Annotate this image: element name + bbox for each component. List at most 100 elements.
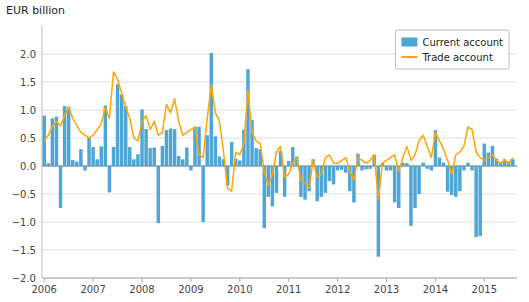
x-tick-label: 2006 <box>31 284 56 295</box>
x-tick <box>484 278 485 282</box>
bar <box>185 148 188 166</box>
grid-line <box>42 278 517 279</box>
grid-line <box>42 222 517 223</box>
x-tick <box>337 278 338 282</box>
bar <box>426 166 429 169</box>
bar <box>169 128 172 166</box>
x-tick-label: 2009 <box>178 284 203 295</box>
y-tick-label: −2.0 <box>12 273 36 284</box>
bar <box>246 69 249 166</box>
line <box>44 72 513 200</box>
y-axis-line <box>42 26 43 278</box>
legend-frame <box>395 30 509 69</box>
bar <box>87 138 90 166</box>
bar <box>83 166 86 170</box>
y-tick-label: 1.0 <box>20 105 36 116</box>
bar <box>47 163 50 166</box>
x-tick <box>93 278 94 282</box>
legend-label: Current account <box>422 37 503 48</box>
bar <box>430 166 433 170</box>
legend-swatch <box>401 56 417 58</box>
chart: −2.0−1.5−1.0−0.50.00.51.01.52.0200620072… <box>0 0 529 302</box>
bar <box>120 94 123 166</box>
x-tick <box>435 278 436 282</box>
bar <box>458 166 461 191</box>
bar <box>483 144 486 166</box>
bar <box>124 106 127 166</box>
bar <box>340 166 343 170</box>
bar <box>344 166 347 173</box>
y-grid <box>42 54 517 278</box>
y-tick-label: −1.5 <box>12 245 36 256</box>
bar <box>148 148 151 166</box>
bar <box>466 163 469 166</box>
bar <box>442 163 445 166</box>
bar <box>71 160 74 166</box>
bar <box>417 166 420 194</box>
bar <box>389 166 392 170</box>
plot-area <box>42 53 514 257</box>
bar <box>409 166 412 226</box>
bar <box>474 166 477 237</box>
x-tick <box>386 278 387 282</box>
bar <box>91 147 94 166</box>
bar <box>287 161 290 166</box>
bar <box>165 130 168 166</box>
bar <box>205 135 208 166</box>
bar <box>181 159 184 166</box>
bar <box>328 166 331 181</box>
bar <box>332 166 335 184</box>
bar <box>201 166 204 222</box>
bar <box>368 166 371 169</box>
bar <box>364 166 367 169</box>
bar <box>161 146 164 166</box>
bar <box>446 166 449 192</box>
y-tick-label: 0.5 <box>20 133 36 144</box>
x-tick <box>239 278 240 282</box>
bar <box>470 166 473 170</box>
bar <box>336 166 339 170</box>
x-tick <box>142 278 143 282</box>
bar <box>405 163 408 166</box>
bar-series <box>42 53 514 257</box>
bar <box>421 163 424 166</box>
bar <box>230 142 233 166</box>
x-tick-label: 2013 <box>374 284 399 295</box>
bar <box>59 166 62 208</box>
bar <box>95 159 98 166</box>
bar <box>100 146 103 166</box>
bar <box>177 156 180 166</box>
x-tick-label: 2008 <box>129 284 154 295</box>
bar <box>108 166 111 192</box>
bar <box>254 148 257 166</box>
bar <box>173 129 176 166</box>
y-axis-label: EUR billion <box>6 4 65 17</box>
x-tick-label: 2010 <box>227 284 252 295</box>
y-tick-label: 0.0 <box>20 161 36 172</box>
bar <box>67 107 70 166</box>
x-tick-label: 2011 <box>276 284 301 295</box>
x-tick <box>190 278 191 282</box>
bar <box>385 166 388 170</box>
y-tick-label: −0.5 <box>12 189 36 200</box>
bar <box>360 166 363 170</box>
bar <box>128 147 131 166</box>
bar <box>462 166 465 170</box>
y-tick-label: 1.5 <box>20 77 36 88</box>
bar <box>454 166 457 197</box>
bar <box>324 166 327 193</box>
x-tick <box>44 278 45 282</box>
y-tick-label: −1.0 <box>12 217 36 228</box>
x-tick-label: 2012 <box>325 284 350 295</box>
bar <box>189 166 192 170</box>
bar <box>438 158 441 166</box>
bar <box>218 156 221 166</box>
bar <box>79 149 82 166</box>
bar <box>140 109 143 166</box>
bar <box>478 166 481 236</box>
bar <box>136 154 139 166</box>
x-tick-label: 2007 <box>80 284 105 295</box>
grid-line <box>42 110 517 111</box>
bar <box>214 136 217 166</box>
bar <box>75 162 78 166</box>
